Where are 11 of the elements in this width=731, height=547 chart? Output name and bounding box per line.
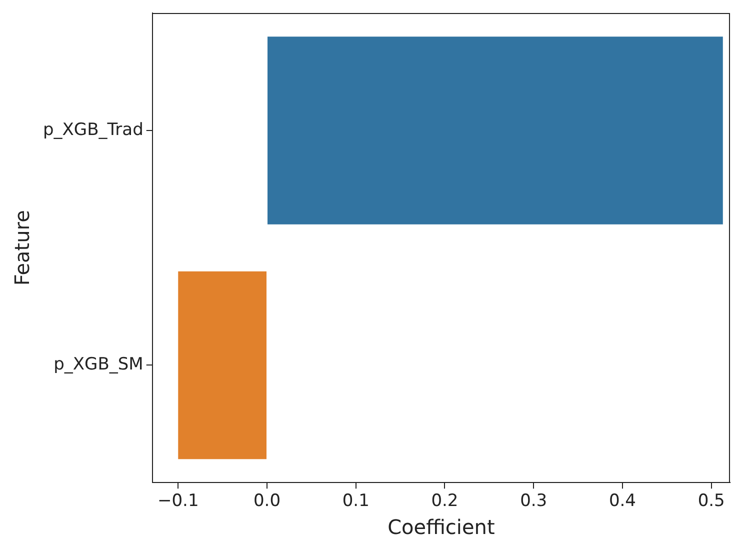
x-tick-label: 0.2	[431, 491, 458, 512]
x-tick-label: 0.3	[520, 491, 548, 512]
y-tick-label: p_XGB_Trad	[42, 120, 144, 140]
x-tick-label: 0.0	[253, 491, 281, 512]
x-tick-label: −0.1	[157, 491, 199, 512]
y-tick-label: p_XGB_SM	[54, 354, 144, 375]
x-tick-label: 0.5	[698, 491, 725, 512]
y-axis-title: Feature	[10, 210, 34, 286]
x-tick-label: 0.4	[608, 491, 636, 512]
x-axis-title: Coefficient	[388, 515, 495, 540]
x-tick-label: 0.1	[342, 491, 370, 512]
